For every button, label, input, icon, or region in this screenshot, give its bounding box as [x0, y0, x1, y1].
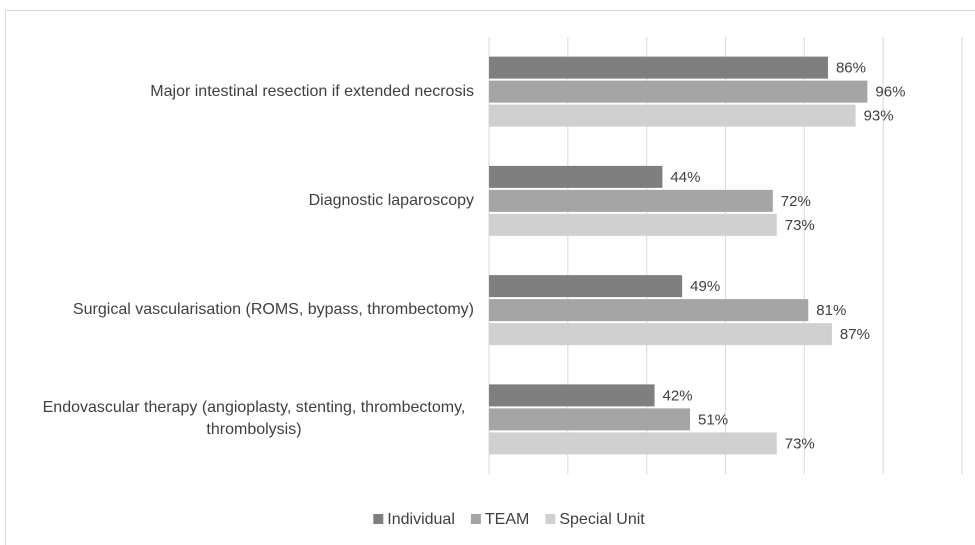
value-label: 73%	[785, 217, 815, 234]
bar	[489, 408, 691, 431]
bar	[489, 80, 868, 103]
bar	[489, 275, 683, 298]
value-label: 51%	[698, 411, 728, 428]
chart-border	[5, 10, 975, 545]
category-label-box: Surgical vascularisation (ROMS, bypass, …	[14, 270, 474, 350]
bar	[489, 432, 777, 455]
bar	[489, 104, 856, 127]
value-label: 86%	[836, 60, 866, 77]
category-label-box: Diagnostic laparoscopy	[14, 161, 474, 241]
value-label: 44%	[670, 169, 700, 186]
value-label: 87%	[840, 326, 870, 343]
value-label: 49%	[690, 278, 720, 295]
bar	[489, 384, 655, 407]
category-label-box: Endovascular therapy (angioplasty, stent…	[14, 379, 474, 459]
category-label: Surgical vascularisation (ROMS, bypass, …	[72, 301, 474, 319]
category-label: Diagnostic laparoscopy	[308, 191, 474, 209]
legend-swatch	[373, 514, 384, 524]
category-label: Major intestinal resection if extended n…	[150, 82, 474, 100]
legend-label: Individual	[387, 511, 455, 528]
value-label: 73%	[785, 435, 815, 452]
value-label: 96%	[875, 84, 905, 101]
bar	[489, 56, 828, 79]
value-label: 81%	[816, 302, 846, 319]
category-label-box: Major intestinal resection if extended n…	[14, 52, 474, 132]
value-label: 93%	[864, 108, 894, 125]
bar	[489, 299, 809, 322]
legend-swatch	[545, 514, 556, 524]
value-label: 42%	[663, 387, 693, 404]
bar	[489, 213, 777, 236]
legend-label: TEAM	[485, 511, 529, 528]
bar	[489, 323, 832, 346]
bar	[489, 189, 773, 212]
legend-swatch	[470, 514, 481, 524]
category-label: Endovascular therapy (angioplasty, stent…	[42, 399, 466, 439]
bar	[489, 165, 663, 188]
value-label: 72%	[781, 193, 811, 210]
legend-label: Special Unit	[559, 511, 645, 528]
